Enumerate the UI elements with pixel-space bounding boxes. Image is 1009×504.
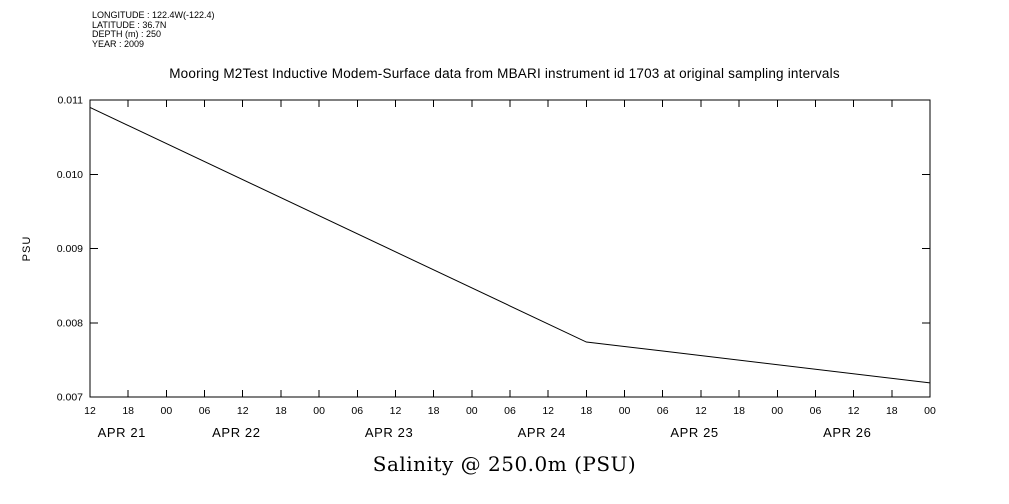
date-label: APR 24 <box>518 425 566 440</box>
date-label: APR 21 <box>98 425 146 440</box>
y-tick-label: 0.011 <box>58 95 84 107</box>
x-tick-label: 06 <box>504 405 516 417</box>
x-tick-label: 12 <box>848 405 860 417</box>
date-label: APR 26 <box>823 425 871 440</box>
y-tick-label: 0.007 <box>57 392 83 404</box>
y-tick-label: 0.009 <box>57 243 83 255</box>
x-tick-label: 12 <box>237 405 249 417</box>
x-tick-label: 06 <box>351 405 363 417</box>
x-tick-label: 18 <box>581 405 593 417</box>
x-tick-label: 06 <box>657 405 669 417</box>
x-tick-label: 18 <box>428 405 440 417</box>
x-tick-label: 18 <box>275 405 287 417</box>
x-tick-label: 12 <box>390 405 402 417</box>
x-tick-label: 00 <box>924 405 936 417</box>
y-axis-label: PSU <box>21 236 33 262</box>
metadata-longitude: LONGITUDE : 122.4W(-122.4) <box>92 10 215 20</box>
plot-frame <box>89 99 931 398</box>
x-tick-label: 12 <box>695 405 707 417</box>
salinity-series-line <box>89 106 931 384</box>
x-tick-label: 00 <box>313 405 325 417</box>
date-label: APR 22 <box>212 425 260 440</box>
header-metadata: LONGITUDE : 122.4W(-122.4) LATITUDE : 36… <box>92 10 215 49</box>
x-tick-label: 18 <box>122 405 134 417</box>
y-tick-label: 0.010 <box>57 169 83 181</box>
x-tick-label: 06 <box>199 405 211 417</box>
y-axis: 0.007 0.008 0.009 0.010 0.011 <box>57 95 930 404</box>
x-tick-label: 18 <box>886 405 898 417</box>
x-tick-label: 06 <box>810 405 822 417</box>
x-axis: 12 18 00 06 12 18 00 06 12 18 00 06 12 18 00 06 12 18 00 06… <box>84 100 936 417</box>
metadata-year: YEAR : 2009 <box>92 38 145 49</box>
metadata-latitude: LATITUDE : 36.7N <box>92 19 167 30</box>
y-tick-label: 0.008 <box>57 317 83 329</box>
metadata-depth: DEPTH (m) : 250 <box>92 29 162 39</box>
x-tick-label: 00 <box>771 405 783 417</box>
date-label: APR 23 <box>365 425 413 440</box>
date-label: APR 25 <box>670 425 718 440</box>
x-tick-label: 00 <box>161 405 173 417</box>
x-tick-label: 18 <box>733 405 745 417</box>
x-axis-date-labels: APR 21 APR 22 APR 23 APR 24 APR 25 APR 26 <box>98 425 871 440</box>
x-tick-label: 12 <box>84 405 96 417</box>
x-tick-label: 00 <box>466 405 478 417</box>
x-tick-label: 12 <box>542 405 554 417</box>
chart-title: Mooring M2Test Inductive Modem-Surface d… <box>169 66 840 81</box>
x-axis-title: Salinity @ 250.0m (PSU) <box>372 452 637 476</box>
x-tick-label: 00 <box>619 405 631 417</box>
